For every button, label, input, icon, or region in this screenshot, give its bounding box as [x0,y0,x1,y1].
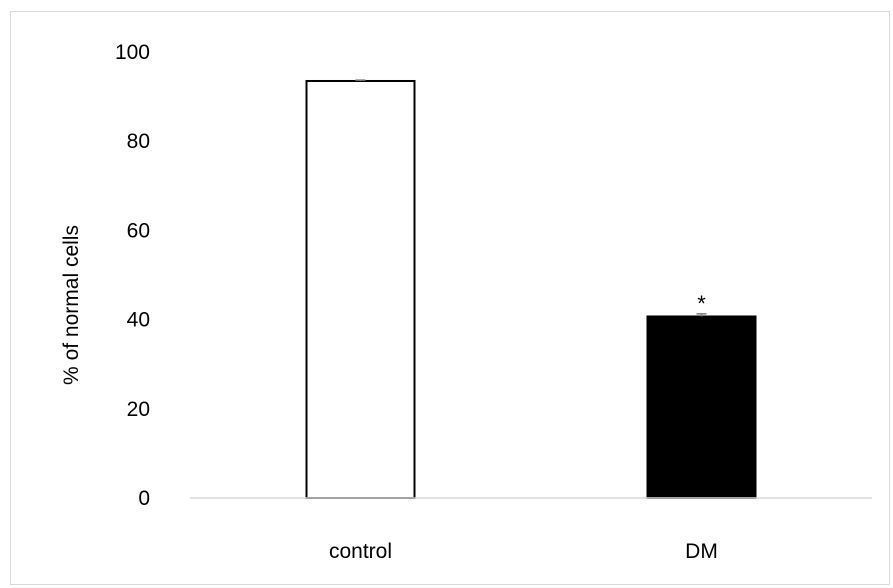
x-tick-label: DM [685,540,718,563]
y-tick-label: 100 [115,41,150,64]
x-tick-label: control [329,540,392,563]
bar-control [305,79,416,500]
y-tick-label: 60 [127,219,150,242]
y-tick-label: 0 [138,487,150,510]
y-tick-label: 20 [127,398,150,421]
significance-marker: * [697,291,706,316]
y-tick-label: 80 [127,130,150,153]
bar-DM [646,315,757,499]
y-tick-label: 40 [127,309,150,332]
y-axis-title: % of normal cells [60,225,83,385]
